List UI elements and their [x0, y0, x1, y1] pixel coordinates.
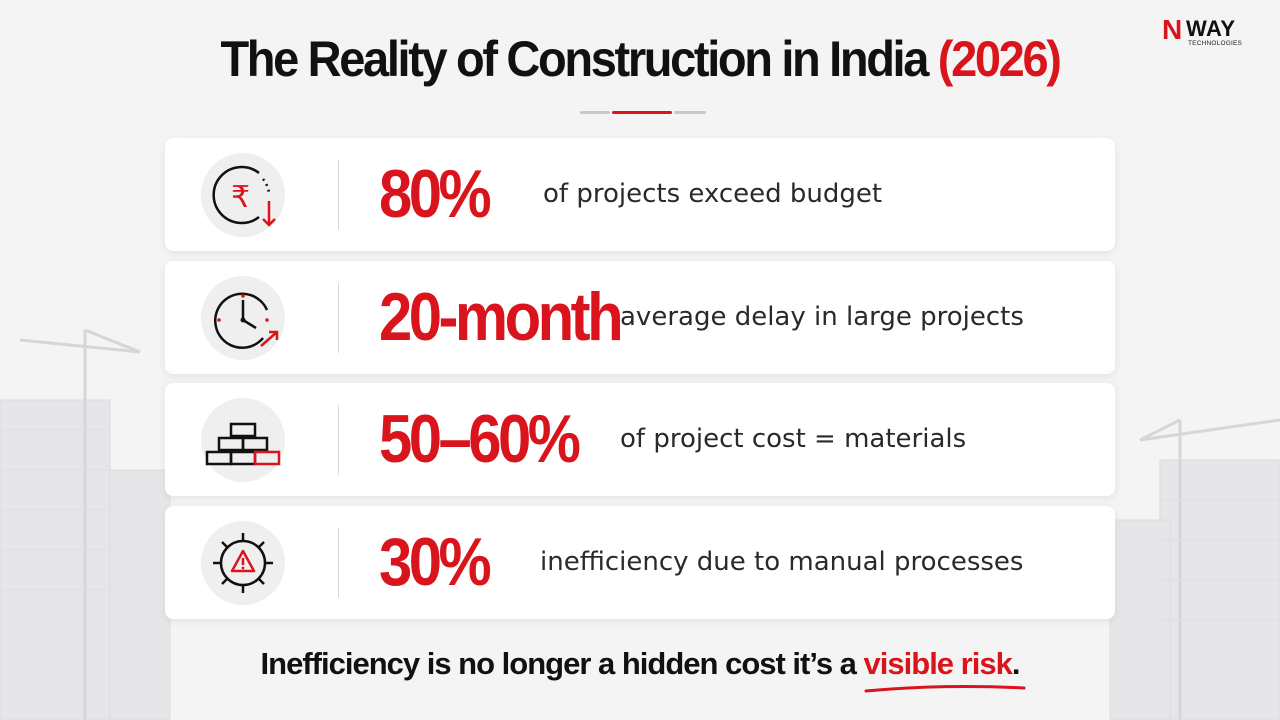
tagline-end: .: [1011, 646, 1021, 681]
company-logo: N WAY TECHNOLOGIES: [1162, 14, 1262, 48]
card-divider: [338, 405, 339, 475]
highlight-underline: [864, 685, 1026, 693]
stat-description: of projects exceed budget: [543, 179, 883, 209]
title-rule-right: [674, 111, 706, 114]
title-year: (2026): [937, 31, 1062, 87]
tagline-text: Inefficiency is no longer a hidden cost …: [260, 646, 864, 681]
stat-value: 50–60%: [379, 401, 581, 477]
title-text: The Reality of Construction in India: [220, 31, 929, 87]
stat-description: average delay in large projects: [620, 302, 1024, 332]
gear-warning-icon: [201, 521, 285, 605]
bricks-icon: [201, 398, 285, 482]
stat-card-budget: ₹ 80% of projects exceed budget: [165, 138, 1115, 251]
tagline: Inefficiency is no longer a hidden cost …: [0, 646, 1280, 682]
stat-card-delay: 20-month average delay in large projects: [165, 261, 1115, 374]
title-rule-center: [612, 111, 672, 114]
stat-value: 20-month: [379, 279, 624, 355]
logo-letter: N: [1162, 14, 1182, 45]
page-title: The Reality of Construction in India (20…: [38, 30, 1241, 88]
card-divider: [338, 160, 339, 230]
logo-subtitle: TECHNOLOGIES: [1188, 40, 1243, 47]
title-rule-left: [580, 111, 610, 114]
stat-value: 80%: [379, 156, 492, 232]
card-divider: [338, 528, 339, 598]
tagline-highlight: visible risk: [863, 646, 1013, 681]
stat-card-materials: 50–60% of project cost = materials: [165, 383, 1115, 496]
rupee-down-icon: ₹: [201, 153, 285, 237]
card-divider: [338, 283, 339, 353]
stat-card-inefficiency: 30% inefficiency due to manual processes: [165, 506, 1115, 619]
clock-icon: [201, 276, 285, 360]
stat-description: inefficiency due to manual processes: [540, 547, 1024, 577]
svg-text:₹: ₹: [231, 180, 250, 215]
logo-word: WAY: [1186, 16, 1236, 41]
stat-description: of project cost = materials: [620, 424, 967, 454]
stat-value: 30%: [379, 524, 492, 600]
